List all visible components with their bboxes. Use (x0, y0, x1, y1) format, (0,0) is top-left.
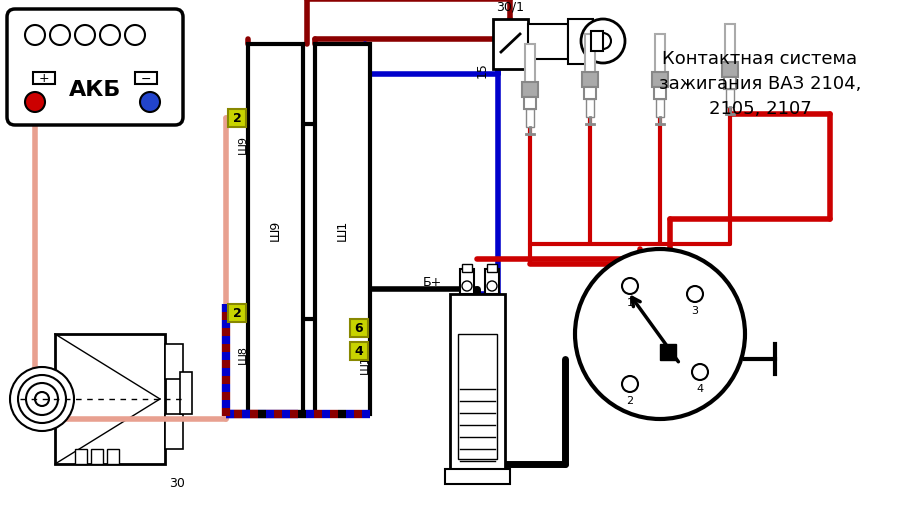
Bar (526, 110, 534, 128)
Bar (722, 63, 738, 78)
Text: Контактная система
зажигания ВАЗ 2104,
2105, 2107: Контактная система зажигания ВАЗ 2104, 2… (659, 50, 861, 118)
Bar (525, 45, 535, 85)
Text: 15: 15 (476, 62, 489, 78)
Circle shape (25, 93, 45, 113)
Circle shape (622, 376, 638, 392)
Text: 4: 4 (355, 345, 364, 358)
Bar (487, 265, 497, 272)
Bar (654, 88, 666, 100)
Circle shape (622, 278, 638, 294)
Bar (33, 73, 55, 85)
Text: Ш1: Ш1 (336, 219, 349, 240)
Bar (228, 304, 246, 322)
Text: 4: 4 (697, 383, 704, 393)
Bar (493, 20, 528, 70)
Circle shape (26, 383, 58, 415)
Text: Ш9: Ш9 (269, 219, 282, 240)
Bar (726, 90, 734, 108)
Circle shape (25, 26, 45, 46)
Bar (524, 98, 536, 110)
Circle shape (35, 392, 49, 406)
Bar (584, 88, 596, 100)
Bar (228, 110, 246, 128)
Bar (450, 294, 505, 469)
Circle shape (692, 364, 708, 380)
Circle shape (50, 26, 70, 46)
Circle shape (100, 26, 120, 46)
Text: 1: 1 (626, 297, 634, 307)
Text: 2: 2 (626, 395, 634, 405)
Circle shape (581, 20, 625, 64)
Bar (91, 449, 103, 464)
Circle shape (10, 367, 74, 431)
FancyBboxPatch shape (7, 10, 183, 126)
Circle shape (125, 26, 145, 46)
Circle shape (75, 26, 95, 46)
Bar (248, 45, 303, 414)
Text: Ш1: Ш1 (360, 354, 370, 373)
Text: −: − (140, 72, 151, 86)
Bar (652, 73, 668, 88)
Text: АКБ: АКБ (68, 80, 122, 100)
Bar (725, 25, 735, 65)
Bar (585, 35, 595, 75)
Text: Б+: Б+ (423, 276, 442, 289)
Bar (656, 100, 664, 118)
Text: 2: 2 (232, 112, 241, 125)
Circle shape (140, 93, 160, 113)
Bar (655, 35, 665, 75)
Text: Ш9: Ш9 (238, 135, 248, 154)
Bar (350, 319, 368, 337)
Bar (485, 269, 499, 294)
Text: 30/1: 30/1 (496, 0, 524, 13)
Bar (458, 334, 497, 459)
Bar (568, 20, 593, 65)
Text: 2: 2 (232, 307, 241, 320)
Bar (586, 100, 594, 118)
Bar (135, 73, 157, 85)
Bar (55, 334, 165, 464)
Text: 6: 6 (355, 322, 364, 335)
Bar (460, 269, 474, 294)
Text: 3: 3 (691, 305, 698, 316)
Bar (350, 343, 368, 360)
Bar (724, 78, 736, 90)
Circle shape (575, 249, 745, 419)
Bar (165, 414, 183, 449)
Circle shape (687, 287, 703, 302)
Text: Ш8: Ш8 (238, 344, 248, 363)
Bar (107, 449, 119, 464)
Bar (528, 25, 568, 60)
Bar (582, 73, 598, 88)
Bar (75, 449, 87, 464)
Bar (315, 45, 370, 414)
Bar (462, 265, 472, 272)
Text: 30: 30 (169, 476, 184, 489)
Text: +: + (39, 72, 50, 86)
Bar (522, 83, 538, 98)
Bar (591, 32, 603, 52)
Circle shape (595, 34, 611, 50)
Bar (180, 372, 192, 414)
Bar (165, 344, 183, 379)
Circle shape (462, 281, 472, 292)
Circle shape (18, 375, 66, 423)
Circle shape (487, 281, 497, 292)
Bar (445, 469, 510, 484)
